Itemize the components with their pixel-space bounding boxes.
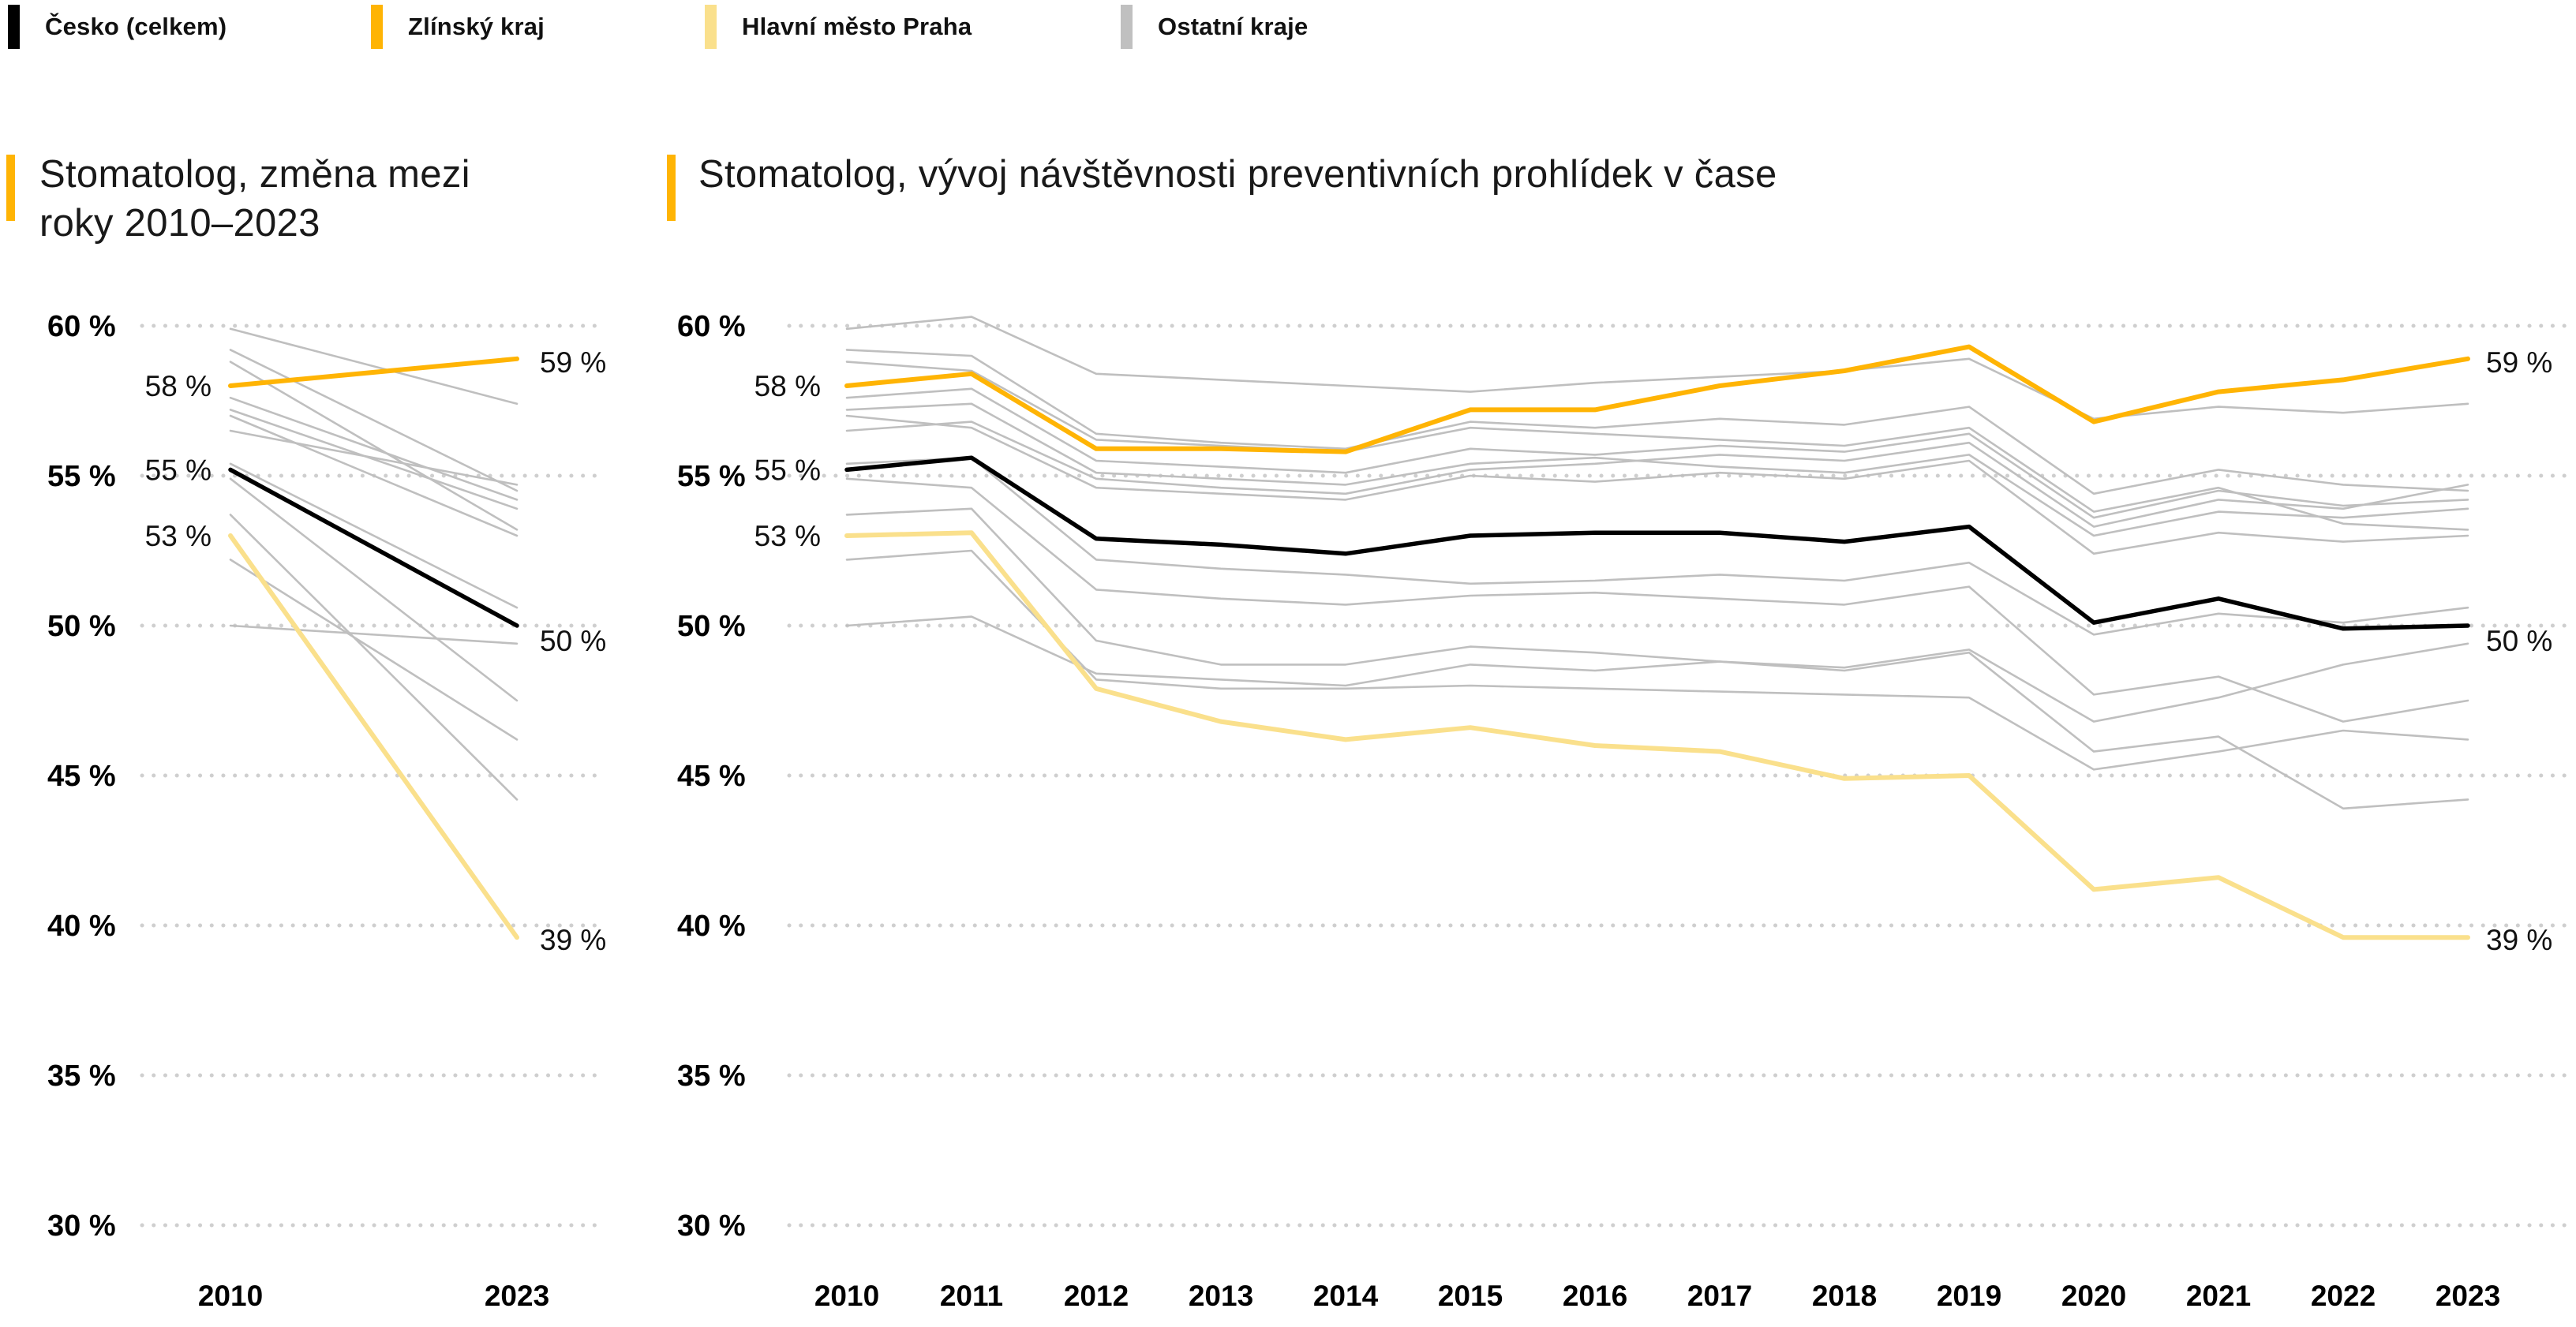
ytick-right: 30 % xyxy=(677,1209,746,1243)
legend-item-zlinsky: Zlínský kraj xyxy=(371,5,545,49)
xtick-right: 2017 xyxy=(1687,1280,1752,1312)
end-value-label: 59 % xyxy=(540,346,606,379)
xtick-right: 2010 xyxy=(814,1280,879,1312)
xtick-right: 2015 xyxy=(1438,1280,1503,1312)
start-value-label: 53 % xyxy=(754,520,821,552)
xtick-right: 2020 xyxy=(2061,1280,2126,1312)
xtick-right: 2022 xyxy=(2311,1280,2376,1312)
series-line--esko-celkem- xyxy=(228,467,519,628)
series-line-ostatn-kraje xyxy=(229,349,519,492)
ytick-right: 60 % xyxy=(677,310,746,343)
ytick-right: 55 % xyxy=(677,460,746,493)
xtick-right: 2021 xyxy=(2186,1280,2251,1312)
ytick-right: 40 % xyxy=(677,910,746,943)
chart-left: 60 % 55 % 50 % 45 % 40 % 35 % 30 % 58 % 55 % 53 %… xyxy=(47,310,606,1312)
end-value-label: 39 % xyxy=(2486,924,2552,956)
end-value-label: 50 % xyxy=(540,625,606,657)
series-line-ostatn-kraje xyxy=(229,327,519,406)
ostatni-color-swatch-icon xyxy=(1121,5,1133,49)
series-line-ostatn-kraje xyxy=(229,361,519,531)
cesko-color-swatch-icon xyxy=(8,5,20,49)
series-line-ostatn-kraje xyxy=(229,624,519,645)
ytick-left: 40 % xyxy=(47,910,116,943)
series-line-ostatn-kraje xyxy=(229,396,519,501)
ytick-left: 35 % xyxy=(47,1060,116,1093)
series-line-ostatn-kraje xyxy=(845,349,2469,495)
series-line-ostatn-kraje xyxy=(845,387,2469,519)
legend-item-praha: Hlavní město Praha xyxy=(705,5,972,49)
series-line-hlavn-m-sto-praha xyxy=(228,533,519,940)
ytick-left: 60 % xyxy=(47,310,116,343)
legend-item-ostatni: Ostatní kraje xyxy=(1121,5,1308,49)
legend-label-praha: Hlavní město Praha xyxy=(742,13,972,40)
series-line-ostatn-kraje xyxy=(229,514,519,801)
legend-label-cesko: Česko (celkem) xyxy=(45,13,227,40)
series-line-ostatn-kraje xyxy=(845,361,2469,531)
series-line--esko-celkem- xyxy=(844,455,2470,631)
ytick-right: 35 % xyxy=(677,1060,746,1093)
end-value-label: 59 % xyxy=(2486,346,2552,379)
ytick-left: 45 % xyxy=(47,760,116,793)
ytick-left: 30 % xyxy=(47,1209,116,1243)
left-chart-accent-bar xyxy=(6,155,15,221)
praha-color-swatch-icon xyxy=(705,5,717,49)
series-line-hlavn-m-sto-praha xyxy=(844,530,2470,940)
end-value-label: 39 % xyxy=(540,924,606,956)
xtick-right: 2011 xyxy=(940,1280,1003,1312)
start-value-label: 58 % xyxy=(145,370,212,402)
xtick-right: 2014 xyxy=(1313,1280,1379,1312)
left-chart-title: Stomatolog, změna mezi roky 2010–2023 xyxy=(39,153,470,245)
legend-label-ostatni: Ostatní kraje xyxy=(1158,13,1309,40)
series-line-ostatn-kraje xyxy=(845,402,2469,537)
start-value-label: 55 % xyxy=(145,454,212,486)
start-value-label: 53 % xyxy=(145,520,212,552)
series-line-ostatn-kraje xyxy=(845,414,2469,555)
series-line-ostatn-kraje xyxy=(845,615,2469,723)
start-value-label: 58 % xyxy=(754,370,821,402)
series-line-ostatn-kraje xyxy=(229,414,519,537)
xtick-right: 2016 xyxy=(1563,1280,1627,1312)
xtick-right: 2013 xyxy=(1189,1280,1253,1312)
end-value-label: 50 % xyxy=(2486,625,2552,657)
legend-label-zlinsky: Zlínský kraj xyxy=(408,13,545,40)
start-value-label: 55 % xyxy=(754,454,821,486)
ytick-right: 50 % xyxy=(677,610,746,643)
right-chart-title: Stomatolog, vývoj návštěvnosti preventiv… xyxy=(698,153,1777,196)
series-line-zl-nsk-kraj xyxy=(844,344,2470,454)
ytick-left: 50 % xyxy=(47,610,116,643)
xtick-right: 2012 xyxy=(1064,1280,1129,1312)
series-line-ostatn-kraje xyxy=(845,477,2469,723)
right-chart-accent-bar xyxy=(667,155,676,221)
series-line-ostatn-kraje xyxy=(845,549,2469,771)
series-line-ostatn-kraje xyxy=(845,316,2469,421)
xtick-right: 2018 xyxy=(1812,1280,1877,1312)
series-line-ostatn-kraje xyxy=(229,559,519,741)
series-line-ostatn-kraje xyxy=(229,409,519,510)
legend: Česko (celkem) Zlínský kraj Hlavní město… xyxy=(0,5,2576,55)
legend-item-cesko: Česko (celkem) xyxy=(8,5,227,49)
series-line-ostatn-kraje xyxy=(845,507,2469,810)
zlinsky-color-swatch-icon xyxy=(371,5,383,49)
xtick-right: 2023 xyxy=(2436,1280,2500,1312)
xtick-left: 2010 xyxy=(198,1280,263,1312)
xtick-right: 2019 xyxy=(1937,1280,2001,1312)
ytick-left: 55 % xyxy=(47,460,116,493)
series-line-ostatn-kraje xyxy=(845,456,2469,636)
series-line-ostatn-kraje xyxy=(229,429,519,486)
series-line-ostatn-kraje xyxy=(229,462,519,609)
series-line-ostatn-kraje xyxy=(229,477,519,702)
ytick-right: 45 % xyxy=(677,760,746,793)
series-line-ostatn-kraje xyxy=(845,421,2469,528)
chart-right: 60 %55 %50 %45 %40 %35 %30 %58 %55 %53 %… xyxy=(677,310,2572,1312)
xtick-left: 2023 xyxy=(485,1280,549,1312)
series-line-zl-nsk-kraj xyxy=(228,356,519,388)
